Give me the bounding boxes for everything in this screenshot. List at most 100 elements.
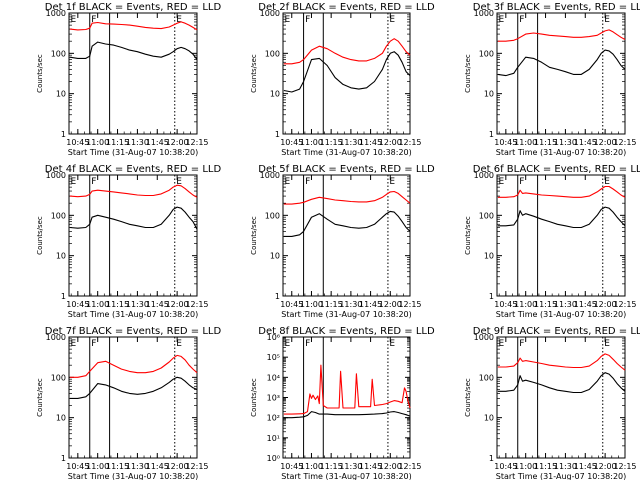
panel-5-ylabel: Counts/sec [250,216,258,255]
panel-2-xtick-label: 12:15 [398,138,421,147]
panel-9-title: Det 9f BLACK = Events, RED = LLD [473,326,640,337]
panel-7-xtick-label: 11:45 [146,462,169,471]
panel-9-marker-label-1: E [499,339,505,349]
panel-2-xtick-label: 12:00 [379,138,402,147]
panel-4-xtick-label: 11:00 [86,300,109,309]
panel-9-xtick-label: 10:45 [494,462,517,471]
panel-2-marker-label-1: E [285,15,291,25]
panel-4-xtick-label: 12:00 [166,300,189,309]
panel-6-ylabel: Counts/sec [464,216,472,255]
panel-5-xtick-label: 12:15 [398,300,421,309]
panel-9-series-black-events [497,372,626,394]
panel-4-frame [68,174,198,297]
panel-3-series-black-events [497,49,626,77]
panel-6-frame [496,174,626,297]
panel-3-marker-label-4: E [604,15,610,25]
panel-3-xlabel: Start Time (31-Aug-07 10:38:20) [496,148,627,157]
panel-9: Det 9f BLACK = Events, RED = LLD 1 10 100 10… [464,326,640,480]
panel-3-ytick-label: 1 [489,130,494,139]
panel-9-ytick-label: 1000 [474,333,494,342]
panel-7-ytick-label: 100 [51,373,66,382]
panel-5-xtick-label: 10:45 [280,300,303,309]
panel-7-ytick-label: 1000 [46,333,66,342]
panel-7-marker-label-1: E [71,339,77,349]
panel-5-series-black-events [283,210,411,237]
panel-7-xtick-label: 11:30 [126,462,149,471]
panel-8-ytick-label: 10⁰ [267,454,280,463]
panel-1-ytick-label: 1000 [46,9,66,18]
panel-7: Det 7f BLACK = Events, RED = LLD 1 10 100 10… [36,326,221,480]
panel-4: Det 4f BLACK = Events, RED = LLD 1 10 100 10… [36,164,221,319]
panel-5-marker-label-1: E [285,177,291,187]
panel-5-ytick-label: 1 [275,292,280,301]
panel-2-ytick-label: 100 [265,49,280,58]
panel-3-title: Det 3f BLACK = Events, RED = LLD [473,2,640,13]
panel-6-xtick-label: 12:15 [613,300,636,309]
panel-9-series-red-lld [497,353,626,371]
panel-5-marker-label-2: F [305,177,310,187]
panel-5-ytick-label: 100 [265,211,280,220]
panel-4-xlabel: Start Time (31-Aug-07 10:38:20) [68,310,199,319]
panel-7-ytick-label: 10 [56,414,66,423]
panel-7-xlabel: Start Time (31-Aug-07 10:38:20) [68,472,199,480]
panel-9-ylabel: Counts/sec [464,378,472,417]
panel-8-xtick-label: 11:45 [359,462,382,471]
panel-3-marker-label-1: E [499,15,505,25]
panel-3: Det 3f BLACK = Events, RED = LLD 1 10 100 10… [464,2,640,157]
panel-7-series-black-events [69,376,198,399]
panel-1-ylabel: Counts/sec [36,54,44,93]
panel-9-xtick-label: 11:45 [574,462,597,471]
panel-8: Det 8f BLACK = Events, RED = LLD 10⁰ 10¹ 10… [250,326,435,480]
panel-2-xtick-label: 11:00 [300,138,323,147]
panel-6-xtick-label: 12:00 [594,300,617,309]
panel-2-ytick-label: 1 [275,130,280,139]
panel-8-xtick-label: 11:30 [339,462,362,471]
panel-5-xtick-label: 12:00 [379,300,402,309]
panel-8-ylabel: Counts/sec [250,378,258,417]
panel-3-series-red-lld [497,29,626,42]
panel-3-xtick-label: 11:30 [554,138,577,147]
panel-7-xtick-label: 10:45 [66,462,89,471]
panel-2-ytick-label: 10 [270,90,280,99]
panel-2-xtick-label: 11:15 [320,138,343,147]
panel-8-xtick-label: 10:45 [280,462,303,471]
panel-2-xtick-label: 10:45 [280,138,303,147]
panel-1-series-black-events [69,41,198,60]
panel-7-xtick-label: 12:00 [166,462,189,471]
panel-6-ytick-label: 100 [479,211,494,220]
panel-3-xtick-label: 11:45 [574,138,597,147]
panel-4-ytick-label: 1000 [46,171,66,180]
panel-4-xtick-label: 11:45 [146,300,169,309]
panel-5-xlabel: Start Time (31-Aug-07 10:38:20) [281,310,412,319]
panel-4-xtick-label: 10:45 [66,300,89,309]
panel-4-ytick-label: 100 [51,211,66,220]
panel-9-frame [496,336,626,459]
panel-1-series-red-lld [69,21,198,31]
panel-5-title: Det 5f BLACK = Events, RED = LLD [258,164,435,175]
panel-4-xtick-label: 12:15 [185,300,208,309]
panel-6-xtick-label: 11:15 [534,300,557,309]
panel-7-ylabel: Counts/sec [36,378,44,417]
panel-5-xtick-label: 11:45 [359,300,382,309]
panel-5: Det 5f BLACK = Events, RED = LLD 1 10 100 10… [250,164,435,319]
panel-4-series-red-lld [69,184,198,198]
panel-8-ytick-label: 10⁵ [267,353,280,362]
panel-1-title: Det 1f BLACK = Events, RED = LLD [45,2,222,13]
panel-6-xtick-label: 11:30 [554,300,577,309]
panel-2-xlabel: Start Time (31-Aug-07 10:38:20) [281,148,412,157]
panel-2-ytick-label: 1000 [260,9,280,18]
panel-1-xtick-label: 12:15 [185,138,208,147]
panel-1-xtick-label: 11:45 [146,138,169,147]
panel-2-xtick-label: 11:45 [359,138,382,147]
panel-5-xtick-label: 11:30 [339,300,362,309]
panel-1-xtick-label: 11:30 [126,138,149,147]
panel-6: Det 6f BLACK = Events, RED = LLD 1 10 100 10… [464,164,640,319]
panel-6-xlabel: Start Time (31-Aug-07 10:38:20) [496,310,627,319]
panel-8-xlabel: Start Time (31-Aug-07 10:38:20) [281,472,412,480]
panel-9-marker-label-2: F [519,339,524,349]
panel-6-xtick-label: 11:45 [574,300,597,309]
panel-4-marker-label-4: E [176,177,182,187]
panel-8-title: Det 8f BLACK = Events, RED = LLD [258,326,435,337]
panel-7-marker-label-2: F [91,339,96,349]
panel-6-xtick-label: 11:00 [514,300,537,309]
